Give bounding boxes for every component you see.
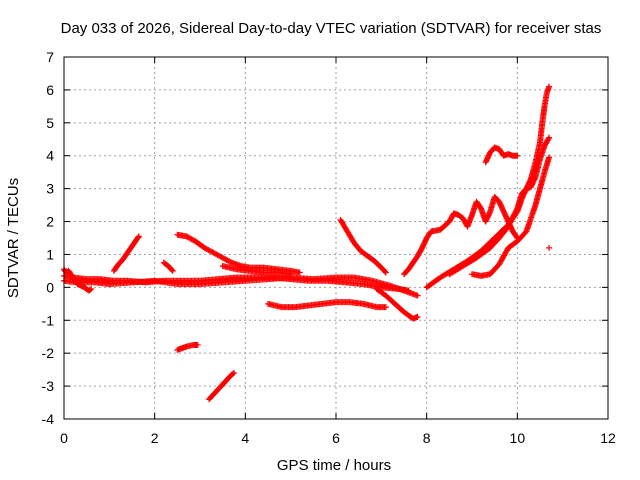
data-point <box>88 286 95 293</box>
x-tick-label: 6 <box>332 430 340 446</box>
data-point <box>296 269 303 276</box>
y-tick-label: -4 <box>42 411 55 427</box>
chart-title: Day 033 of 2026, Sidereal Day-to-day VTE… <box>61 20 602 37</box>
grid-lines <box>64 57 608 419</box>
data-point <box>287 271 294 278</box>
x-axis-ticks: 0 2 4 6 8 10 12 <box>60 57 616 446</box>
data-point <box>414 292 421 299</box>
data-point <box>194 341 201 348</box>
data-series <box>61 274 421 299</box>
data-series <box>110 233 142 274</box>
x-axis-label: GPS time / hours <box>277 457 391 474</box>
data-point <box>135 234 142 241</box>
data-point <box>382 269 389 276</box>
data-point <box>513 206 520 213</box>
data-point <box>229 370 236 377</box>
data-point <box>414 313 421 320</box>
data-series <box>219 262 294 278</box>
data-series <box>446 134 553 278</box>
y-tick-label: 4 <box>46 148 54 164</box>
data-series <box>61 266 95 294</box>
plot-frame <box>63 56 609 420</box>
x-tick-label: 4 <box>241 430 249 446</box>
data-points <box>61 83 553 403</box>
data-point <box>546 154 553 161</box>
y-tick-label: -2 <box>42 345 55 361</box>
data-series <box>337 216 389 276</box>
data-point <box>546 83 553 90</box>
data-series <box>482 144 521 166</box>
data-point <box>514 152 521 159</box>
y-tick-label: 1 <box>46 246 54 262</box>
data-series <box>174 341 201 353</box>
x-tick-label: 12 <box>600 430 616 446</box>
data-point <box>546 134 553 141</box>
data-point <box>135 233 142 240</box>
x-tick-label: 0 <box>60 430 68 446</box>
data-series <box>265 299 389 311</box>
data-series <box>174 231 303 276</box>
data-point <box>545 135 552 142</box>
x-tick-label: 8 <box>423 430 431 446</box>
y-tick-label: -1 <box>42 312 55 328</box>
y-axis-ticks: -4 -3 -2 -1 0 1 2 3 4 5 6 7 <box>42 49 608 427</box>
data-point <box>169 267 176 274</box>
data-series <box>546 244 553 251</box>
y-tick-label: 0 <box>46 279 54 295</box>
y-tick-label: 5 <box>46 115 54 131</box>
data-point <box>231 369 237 376</box>
y-axis-label: SDTVAR / TECUs <box>5 178 22 298</box>
y-tick-label: 7 <box>46 49 54 65</box>
data-series <box>469 154 553 279</box>
data-point <box>546 244 553 251</box>
data-point <box>168 266 175 273</box>
data-series <box>401 193 521 278</box>
data-series <box>373 286 421 322</box>
data-series <box>206 369 237 403</box>
y-tick-label: 3 <box>46 181 54 197</box>
y-tick-label: 2 <box>46 214 54 230</box>
y-tick-label: 6 <box>46 82 54 98</box>
x-tick-label: 10 <box>510 430 526 446</box>
data-point <box>382 304 389 311</box>
data-series <box>160 259 176 274</box>
x-tick-label: 2 <box>151 430 159 446</box>
data-point <box>87 286 94 293</box>
data-point <box>381 268 388 275</box>
y-tick-label: -3 <box>42 378 55 394</box>
